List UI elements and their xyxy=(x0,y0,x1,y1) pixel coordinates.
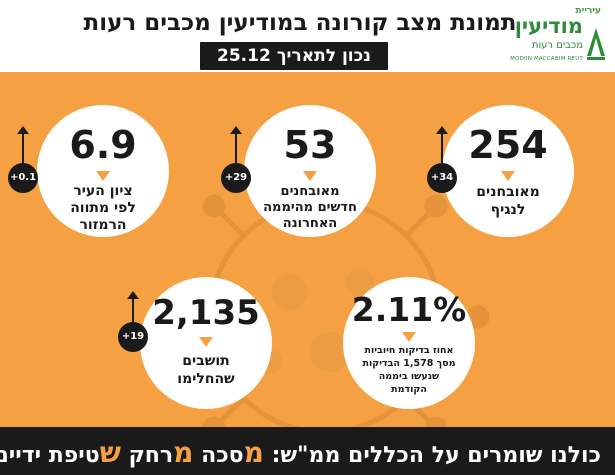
stat-recovered: 2,135 תושבים שהחלימו xyxy=(140,277,272,409)
stat-label-line: שהחלימו xyxy=(177,371,235,387)
stat-label-line: לנגיף xyxy=(490,202,526,218)
stat-value: 6.9 xyxy=(69,123,137,167)
logo-english: MODIIN MACCABIM REUT xyxy=(510,56,583,62)
stats-panel: 254 מאובחנים לנגיף +34 53 מאובחנים חדשים… xyxy=(0,72,615,427)
stat-delta-badge: +0.1 xyxy=(8,163,38,193)
logo-prefix: עיריית xyxy=(575,6,601,16)
down-arrow-icon xyxy=(303,171,317,181)
city-logo: עיריית מודיעין מכבים רעות MODIIN MACCABI… xyxy=(505,6,609,70)
stat-city-score: 6.9 ציון העיר לפי מתווה הרמזור xyxy=(37,105,169,237)
logo-subtitle: מכבים רעות xyxy=(531,40,583,51)
header: תמונת מצב קורונה במודיעין מכבים רעות נכו… xyxy=(0,0,615,72)
down-arrow-icon xyxy=(96,171,110,181)
stat-label-line: תושבים xyxy=(182,353,230,369)
footer-word-mask: סכה xyxy=(201,443,244,468)
footer-letter-mask: מ xyxy=(243,436,264,469)
stat-value: 2,135 xyxy=(152,293,260,333)
down-arrow-icon xyxy=(501,171,515,181)
footer-letter-hygiene: ש xyxy=(99,436,121,469)
stat-total-cases: 254 מאובחנים לנגיף xyxy=(442,105,574,237)
footer-slogan: כולנו שומרים על הכללים ממ"ש: מסכה מרחק ש… xyxy=(0,436,601,469)
stat-positive-rate: 2.11% אחוז בדיקות חיוביות מסך 1,578 הבדי… xyxy=(343,277,475,409)
stat-value: 254 xyxy=(468,123,548,167)
logo-mark-icon xyxy=(587,28,605,60)
logo-name: מודיעין xyxy=(514,14,583,38)
footer-word-hygiene: טיפת ידיים xyxy=(0,443,100,468)
stat-label-line: מסך 1,578 הבדיקות xyxy=(362,358,456,369)
increase-arrow-icon xyxy=(436,126,448,163)
increase-arrow-icon xyxy=(17,126,29,163)
stat-label-line: האחרונה xyxy=(282,216,338,231)
stat-label-line: ציון העיר xyxy=(73,183,133,199)
stat-value: 53 xyxy=(283,123,337,167)
down-arrow-icon xyxy=(402,332,416,342)
stat-label-line: שנעשו ביממה xyxy=(378,371,440,382)
stat-label-line: מאובחנים xyxy=(280,184,340,199)
footer-prefix: כולנו שומרים על הכללים ממ"ש: xyxy=(271,443,601,468)
stat-value: 2.11% xyxy=(351,290,467,329)
footer-letter-distance: מ xyxy=(173,436,194,469)
stat-label-line: אחוז בדיקות חיוביות xyxy=(364,345,454,356)
stat-delta-badge: +19 xyxy=(118,322,148,352)
stat-label-line: חדשים מהיממה xyxy=(263,200,357,215)
down-arrow-icon xyxy=(199,337,213,347)
stat-new-cases: 53 מאובחנים חדשים מהיממה האחרונה xyxy=(244,105,376,237)
date-banner: נכון לתאריך 25.12 xyxy=(200,42,388,70)
page-title: תמונת מצב קורונה במודיעין מכבים רעות xyxy=(83,10,517,36)
increase-arrow-icon xyxy=(230,126,242,163)
stat-label-line: הקודמת xyxy=(391,384,427,395)
stat-delta-badge: +34 xyxy=(427,163,457,193)
stat-label-line: הרמזור xyxy=(79,217,127,233)
increase-arrow-icon xyxy=(127,291,139,322)
stat-delta-badge: +29 xyxy=(221,163,251,193)
stat-label-line: מאובחנים xyxy=(476,184,540,200)
footer-word-distance: רחק xyxy=(128,443,174,468)
footer-banner: כולנו שומרים על הכללים ממ"ש: מסכה מרחק ש… xyxy=(0,427,615,475)
stat-label-line: לפי מתווה xyxy=(70,200,136,216)
